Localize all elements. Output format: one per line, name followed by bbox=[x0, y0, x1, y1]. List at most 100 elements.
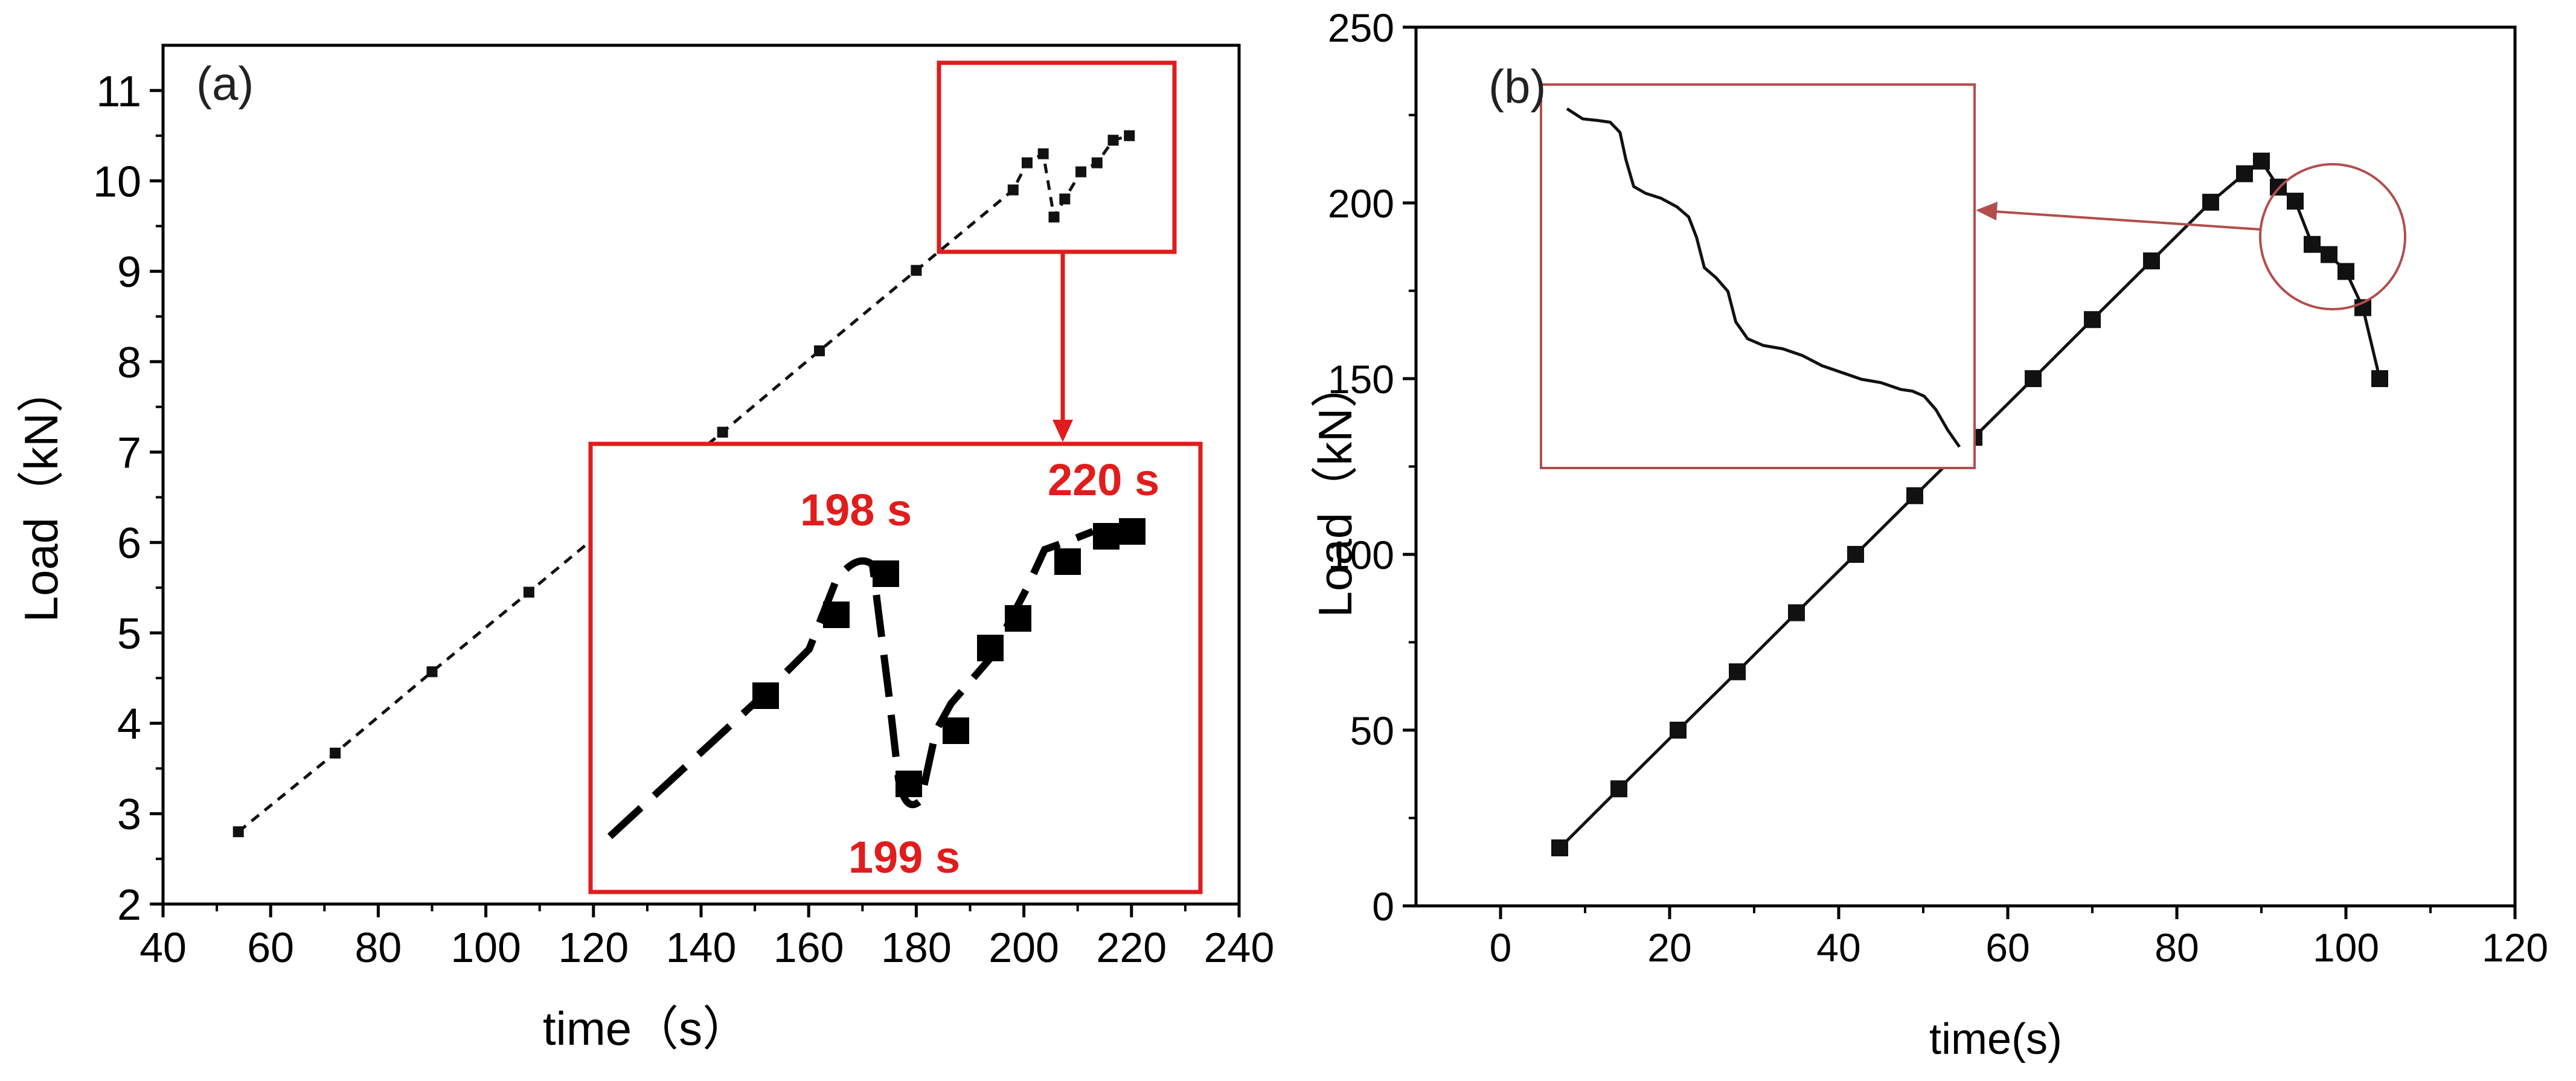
chart-a: 40 60 80 100 120 140 160 180 200 220 240 2 3 4 5 6 7 8 9 1… bbox=[14, 43, 1274, 1055]
chart-a-x-tick-label: 120 bbox=[558, 924, 629, 971]
chart-b-data-point bbox=[1610, 780, 1627, 798]
chart-a-data-point bbox=[1059, 193, 1071, 205]
chart-a-data-point bbox=[717, 426, 728, 438]
chart-a-data-point bbox=[1124, 130, 1135, 141]
chart-a-zoom-arrow-head bbox=[1053, 420, 1073, 442]
chart-a-x-tick-label: 240 bbox=[1204, 924, 1275, 971]
chart-a-inset-annotation-198: 198 s bbox=[800, 485, 912, 535]
chart-a-inset-data-point bbox=[943, 717, 969, 744]
chart-b-y-tick-label: 50 bbox=[1350, 708, 1394, 753]
chart-a-inset-data-point bbox=[1005, 605, 1031, 632]
chart-a-data-point bbox=[1091, 157, 1103, 168]
chart-a-data-point bbox=[232, 826, 244, 838]
chart-b-peak-callout-circle bbox=[2259, 163, 2406, 310]
chart-a-y-tick-label: 8 bbox=[117, 339, 141, 387]
chart-b-y-tick-label: 150 bbox=[1328, 357, 1394, 402]
chart-a-y-tick-label: 9 bbox=[117, 248, 141, 297]
chart-b-x-tick-label: 120 bbox=[2482, 925, 2548, 970]
chart-b-data-point bbox=[2287, 193, 2304, 210]
chart-b-y-tick-label: 250 bbox=[1328, 5, 1394, 50]
chart-b-data-point bbox=[2304, 236, 2321, 253]
chart-b-data-point bbox=[2143, 252, 2160, 270]
chart-b-data-point bbox=[1906, 487, 1923, 504]
chart-b-inset-box bbox=[1540, 83, 1976, 469]
chart-b-frame bbox=[1403, 25, 2517, 919]
chart-b-x-tick-label: 40 bbox=[1816, 925, 1860, 970]
chart-b-data-point bbox=[2084, 311, 2101, 329]
chart-a-data-point bbox=[1107, 135, 1119, 146]
chart-b-data-point bbox=[2337, 263, 2354, 280]
chart-b-y-axis-label: Load（kN） bbox=[1309, 361, 1362, 618]
chart-a-y-tick-label: 6 bbox=[117, 519, 141, 568]
chart-a-inset-annotation-220: 220 s bbox=[1048, 455, 1159, 505]
chart-b-data-point bbox=[2371, 370, 2388, 387]
chart-a-frame bbox=[150, 43, 1241, 917]
chart-a-x-tick-label: 80 bbox=[354, 924, 402, 971]
chart-b-data-point bbox=[1551, 839, 1568, 856]
chart-a-data-point bbox=[1021, 157, 1033, 168]
chart-b-panel-label: (b) bbox=[1488, 60, 1546, 113]
chart-b-y-tick-labels: 0 50 100 150 200 250 bbox=[1328, 5, 1394, 929]
chart-a-data-point bbox=[1075, 166, 1087, 178]
chart-a-x-tick-label: 160 bbox=[774, 924, 844, 971]
chart-b-x-tick-label: 20 bbox=[1647, 925, 1691, 970]
chart-a-y-tick-label: 10 bbox=[93, 158, 141, 206]
chart-b-x-tick-label: 0 bbox=[1490, 925, 1512, 970]
chart-b-inset-trace bbox=[1566, 107, 1961, 448]
chart-b-data-point bbox=[2253, 152, 2270, 170]
chart-a-data-point bbox=[1037, 148, 1049, 159]
chart-a-inset-data-point bbox=[896, 771, 922, 797]
chart-a-data-point bbox=[911, 265, 922, 276]
chart-a-x-axis-label: time（s） bbox=[543, 1002, 749, 1055]
chart-a-inset-annotation-199: 199 s bbox=[848, 832, 960, 882]
chart-a-y-tick-label: 2 bbox=[117, 881, 141, 929]
chart-a-x-tick-label: 140 bbox=[666, 924, 737, 971]
chart-a-x-tick-labels: 40 60 80 100 120 140 160 180 200 220 240 bbox=[139, 924, 1274, 971]
chart-a-data-point bbox=[426, 666, 438, 678]
chart-a-data-point bbox=[1048, 211, 1060, 223]
chart-a-panel-label: (a) bbox=[196, 57, 254, 110]
chart-b-x-tick-labels: 0 20 40 60 80 100 120 bbox=[1490, 925, 2548, 970]
chart-b-data-point bbox=[2321, 246, 2337, 263]
chart-a-x-tick-label: 100 bbox=[450, 924, 521, 971]
chart-a-x-tick-label: 40 bbox=[139, 924, 187, 971]
chart-a-series bbox=[232, 130, 1135, 838]
chart-b-data-point bbox=[2236, 165, 2253, 182]
chart-a-x-tick-label: 220 bbox=[1096, 924, 1167, 971]
chart-b-series bbox=[1551, 152, 2388, 856]
chart-b-x-tick-label: 60 bbox=[1985, 925, 2030, 970]
chart-a-data-point bbox=[523, 586, 534, 598]
chart-b-data-point bbox=[1670, 722, 1687, 739]
chart-a-inset-data-point bbox=[873, 560, 899, 587]
chart-a-data-point bbox=[330, 748, 341, 759]
chart-a-inset-box bbox=[588, 441, 1203, 894]
chart-b-data-point bbox=[2025, 370, 2042, 387]
chart-a-y-axis-label: Load（kN） bbox=[14, 366, 68, 623]
chart-a-y-tick-labels: 2 3 4 5 6 7 8 9 10 11 bbox=[93, 68, 141, 929]
chart-b-data-point bbox=[1729, 663, 1746, 681]
chart-b-data-point bbox=[1847, 546, 1864, 563]
chart-b-callout-arrow-head bbox=[1976, 202, 1998, 220]
chart-a-x-tick-label: 180 bbox=[881, 924, 952, 971]
chart-b-x-tick-label: 80 bbox=[2155, 925, 2199, 970]
chart-b-y-tick-label: 100 bbox=[1328, 533, 1394, 577]
chart-a-inset-series bbox=[607, 518, 1145, 839]
chart-a-y-tick-label: 3 bbox=[117, 791, 141, 839]
chart-a-x-tick-label: 200 bbox=[988, 924, 1059, 971]
chart-a-y-tick-label: 4 bbox=[117, 701, 141, 749]
chart-a-y-tick-label: 7 bbox=[117, 429, 141, 477]
chart-b: 0 20 40 60 80 100 120 0 50 100 150 200 250 (b) time… bbox=[1309, 5, 2548, 1063]
chart-a-data-point bbox=[814, 345, 825, 356]
chart-a-inset-data-point bbox=[1119, 518, 1145, 545]
chart-a-inset-data-point bbox=[752, 682, 779, 709]
chart-b-data-point bbox=[1788, 604, 1805, 621]
chart-b-y-tick-label: 200 bbox=[1328, 181, 1394, 226]
chart-a-zoom-box bbox=[937, 60, 1177, 254]
chart-b-x-tick-label: 100 bbox=[2313, 925, 2379, 970]
chart-b-y-tick-label: 0 bbox=[1372, 884, 1394, 929]
chart-a-data-point bbox=[1007, 184, 1019, 196]
chart-a-y-tick-label: 5 bbox=[117, 610, 141, 658]
chart-a-inset-data-point bbox=[977, 635, 1004, 661]
chart-a-inset-data-point bbox=[823, 601, 850, 628]
